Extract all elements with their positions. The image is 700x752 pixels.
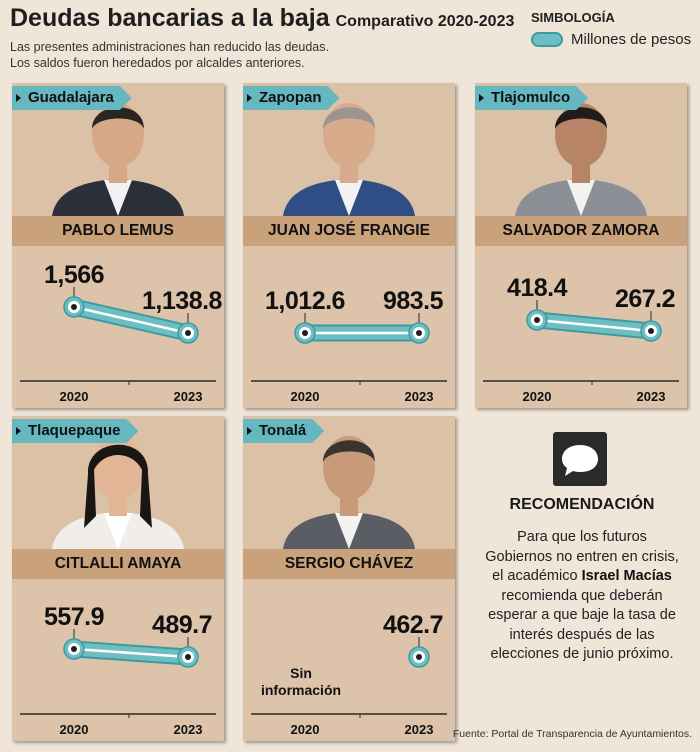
mayor-name: PABLO LEMUS [12,216,224,246]
source-note: Fuente: Portal de Transparencia de Ayunt… [452,728,692,740]
description-line-1: Las presentes administraciones han reduc… [10,40,329,54]
x-tick-label: 2023 [174,389,203,404]
tag-arrow-icon [247,427,252,435]
panel-tonal: Tonalá SERGIO CHÁVEZ Sin información 462.7 20… [243,416,455,741]
mayor-photo: Tlaquepaque [12,416,224,549]
x-tick-label: 2023 [405,722,434,737]
data-point-dot [416,330,422,336]
municipality-name: Guadalajara [28,89,114,106]
data-point-dot [71,304,77,310]
description: Las presentes administraciones han reduc… [10,39,510,71]
recommendation-title: RECOMENDACIÓN [509,496,655,513]
recommendation-text: Para que los futuros Gobiernos no entren… [482,528,682,665]
recommendation-highlight: Israel Macías [581,568,672,584]
x-tick-label: 2020 [291,389,320,404]
data-label: 267.2 [615,285,675,313]
mayor-name: CITLALLI AMAYA [12,549,224,579]
x-tick-label: 2020 [60,389,89,404]
panel-guadalajara: Guadalajara PABLO LEMUS 1,566 1,138.8 2020 20… [12,83,224,408]
subtitle-text: Comparativo 2020-2023 [335,13,515,30]
data-label: 1,012.6 [265,287,345,315]
tag-arrow-icon [16,427,21,435]
data-point-dot [416,654,422,660]
data-label: 462.7 [383,611,443,639]
mayor-photo: Tonalá [243,416,455,549]
speech-bubble-icon [553,432,607,486]
page-title: Deudas bancarias a la baja Comparativo 20… [10,4,514,33]
debt-chart-svg: Sin información 462.7 2020 2023 [251,611,447,737]
panel-tlaquepaque: Tlaquepaque CITLALLI AMAYA 557.9 489.7 2020 2… [12,416,224,741]
series-line [536,318,652,333]
municipality-tag: Tlaquepaque [12,419,139,443]
data-label: 1,138.8 [142,287,223,315]
panel-zapopan: Zapopan JUAN JOSÉ FRANGIE 1,012.6 983.5 2020… [243,83,455,408]
data-point-dot [648,328,654,334]
debt-chart: 1,012.6 983.5 2020 2023 [243,246,455,408]
tag-arrow-icon [479,94,484,102]
municipality-tag: Zapopan [243,86,340,110]
recommendation-text-before: Para que los futuros Gobiernos no entren… [485,529,679,584]
x-tick-label: 2020 [291,722,320,737]
data-point-dot [302,330,308,336]
panel-tlajomulco: Tlajomulco SALVADOR ZAMORA 418.4 267.2 2020 2… [475,83,687,408]
debt-chart-svg: 1,012.6 983.5 2020 2023 [251,287,447,404]
x-tick-label: 2023 [174,722,203,737]
debt-chart-svg: 418.4 267.2 2020 2023 [483,274,679,404]
municipality-name: Zapopan [259,89,322,106]
municipality-name: Tlaquepaque [28,422,121,439]
municipality-name: Tlajomulco [491,89,571,106]
debt-chart: 418.4 267.2 2020 2023 [475,246,687,408]
data-point-dot [185,330,191,336]
data-point-dot [534,317,540,323]
legend-swatch [531,32,563,47]
debt-chart-svg: 557.9 489.7 2020 2023 [20,603,216,737]
title-text: Deudas bancarias a la baja [10,4,330,32]
data-label: 418.4 [507,274,568,302]
data-label: 1,566 [44,261,104,289]
mayor-name: JUAN JOSÉ FRANGIE [243,216,455,246]
x-tick-label: 2023 [405,389,434,404]
municipality-tag: Guadalajara [12,86,132,110]
description-line-2: Los saldos fueron heredados por alcaldes… [10,56,305,70]
data-point-dot [71,646,77,652]
series-line [73,305,189,335]
mayor-photo: Zapopan [243,83,455,216]
municipality-tag: Tlajomulco [475,86,588,110]
tag-arrow-icon [247,94,252,102]
data-label: 557.9 [44,603,104,631]
mayor-name: SALVADOR ZAMORA [475,216,687,246]
data-point-dot [185,654,191,660]
recommendation-text-after: recomienda que deberán esperar a que baj… [488,587,676,663]
debt-chart: Sin información 462.7 2020 2023 [243,579,455,741]
mayor-photo: Guadalajara [12,83,224,216]
debt-chart: 557.9 489.7 2020 2023 [12,579,224,741]
data-label: 489.7 [152,611,212,639]
x-tick-label: 2023 [637,389,666,404]
debt-chart-svg: 1,566 1,138.8 2020 2023 [20,261,223,404]
x-tick-label: 2020 [523,389,552,404]
mayor-photo: Tlajomulco [475,83,687,216]
legend-label: Millones de pesos [571,31,692,48]
municipality-name: Tonalá [259,422,307,439]
debt-chart: 1,566 1,138.8 2020 2023 [12,246,224,408]
series-line [73,647,189,659]
tag-arrow-icon [16,94,21,102]
municipality-tag: Tonalá [243,419,324,443]
data-label: 983.5 [383,287,444,315]
legend-title: SIMBOLOGÍA [531,10,615,25]
data-label: Sin información [261,665,341,698]
legend-item: Millones de pesos [531,31,691,48]
mayor-name: SERGIO CHÁVEZ [243,549,455,579]
x-tick-label: 2020 [60,722,89,737]
